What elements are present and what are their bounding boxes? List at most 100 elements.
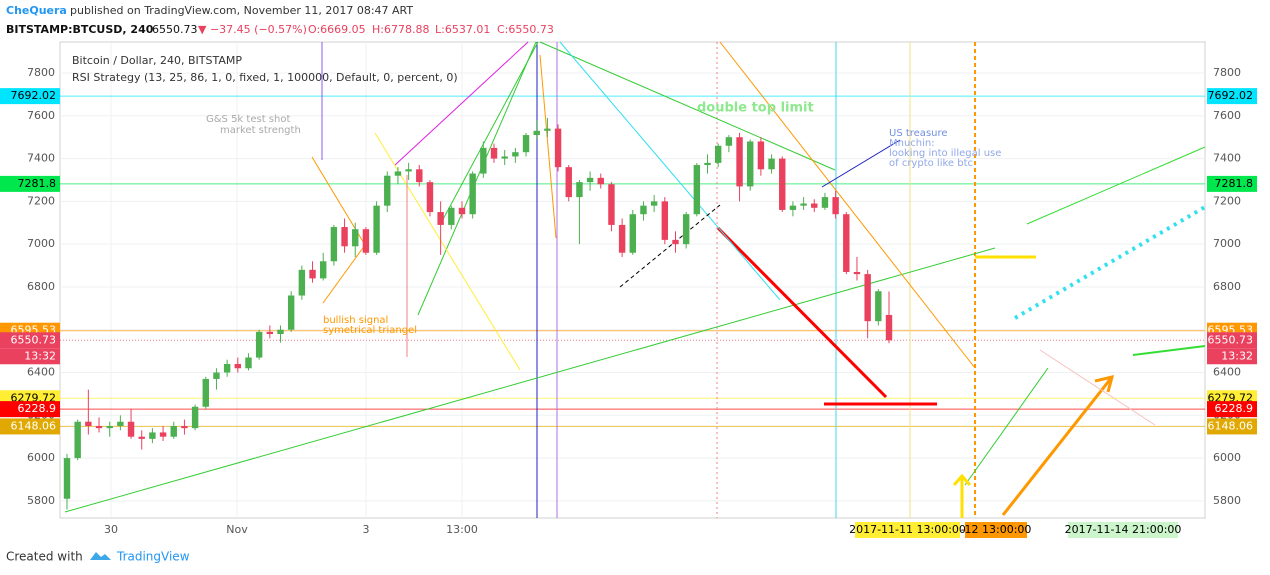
candle-body [864,274,871,322]
candle-body [416,169,423,183]
candle-body [789,205,797,210]
x-tick-label: Nov [226,523,248,536]
countdown: 13:32 [24,349,56,362]
candle-body [768,158,775,170]
price-label: 7692.02 [1208,89,1254,102]
candle-body [693,165,701,215]
footer-brand[interactable]: TradingView [116,550,190,564]
y-tick-label: 7600 [27,109,55,122]
trendline [539,41,836,171]
candle-body [576,182,583,198]
candle-body [458,207,466,215]
price-label-bg [1207,418,1257,435]
trendline [439,41,539,226]
candle-body [266,331,274,335]
y-tick-label: 6000 [27,451,55,464]
candle-body [586,177,594,183]
candle-body [811,203,818,208]
candle-body [117,421,124,427]
plot-area [59,41,1206,519]
candle-body [533,130,540,136]
y-tick-label: 5800 [1213,494,1241,507]
plot-frame [59,41,1206,519]
price-label-bg [0,88,60,105]
candles [63,117,893,510]
candle-body [704,162,711,166]
y-tick-label: 6400 [1213,366,1241,379]
change: ▼ −37.45 (−0.57%) [198,23,307,36]
trendline [719,41,976,369]
axes: 5800580060006000620062006400640066006600… [0,66,1257,538]
candle-body [170,426,177,437]
price-label-bg [1207,401,1257,418]
x-tick-label: 30 [104,523,118,536]
annotation: symetrical triangel [323,325,417,336]
price-label: 6228.9 [18,402,57,415]
candle-body [544,128,551,131]
candle-body [352,229,359,247]
candle-body [800,203,807,206]
price-label: 6279.72 [11,391,57,404]
price-label-bg [0,418,60,435]
price-label-bg [0,401,60,418]
y-tick-label: 7800 [27,66,55,79]
arrow [964,367,1049,486]
time-marker: 2017-11-14 21:00:00 [1065,523,1182,536]
candle-body [85,421,92,427]
candle-body [330,227,338,262]
candle-body [341,227,348,247]
price-label: 6148.06 [11,419,57,432]
price-label-bg [1207,88,1257,105]
y-tick-label: 7200 [27,194,55,207]
price-label: 7692.02 [11,89,57,102]
y-tick-label: 6400 [27,366,55,379]
y-tick-label: 7000 [1213,237,1241,250]
annotation: US treasure [889,128,948,139]
candle-body [362,229,370,253]
candle-body [95,426,103,429]
symbol: BITSTAMP:BTCUSD, 240 [6,23,154,36]
candle-body [405,169,412,172]
candle-body [747,141,754,187]
annotation: bullish signal [323,315,388,326]
price-label-bg [0,332,60,349]
candle-body [853,271,861,275]
annotation: of crypto like btc [889,158,973,169]
price-label: 6550.73 [11,333,57,346]
candle-body [843,214,850,272]
trendline [619,204,721,288]
candle-body [554,128,562,168]
arrow-head [1094,374,1115,393]
footer-text: Created with [6,550,83,564]
y-tick-label: 7600 [1213,109,1241,122]
candle-body [448,207,455,225]
y-tick-label: 7800 [1213,66,1241,79]
countdown: 13:32 [1221,349,1253,362]
candle-body [672,239,679,245]
candle-body [650,201,658,206]
time-marker-bg [965,522,1027,538]
candle-body [501,156,508,159]
price-label-bg [1207,332,1257,349]
candle-body [149,432,156,439]
candle-body [127,421,135,437]
candle-body [426,182,434,213]
candle-body [885,314,893,341]
price-label: 6550.73 [1208,333,1254,346]
candle-body [480,147,487,174]
trendline [1132,345,1206,356]
trendline [559,41,781,301]
time-marker-bg [1068,522,1178,538]
candle-body [384,175,391,206]
candle-body [255,331,263,358]
y-tick-label: 6800 [27,280,55,293]
annotation: double top limit [697,101,814,116]
candle-body [821,197,829,208]
annotation: looking into illegal use [889,148,1001,159]
price-label-bg [0,175,60,192]
countdown-bg [0,348,60,365]
candle-body [63,458,71,499]
candle-body [714,145,722,163]
candle-body [597,177,604,185]
trendline [1039,349,1156,426]
